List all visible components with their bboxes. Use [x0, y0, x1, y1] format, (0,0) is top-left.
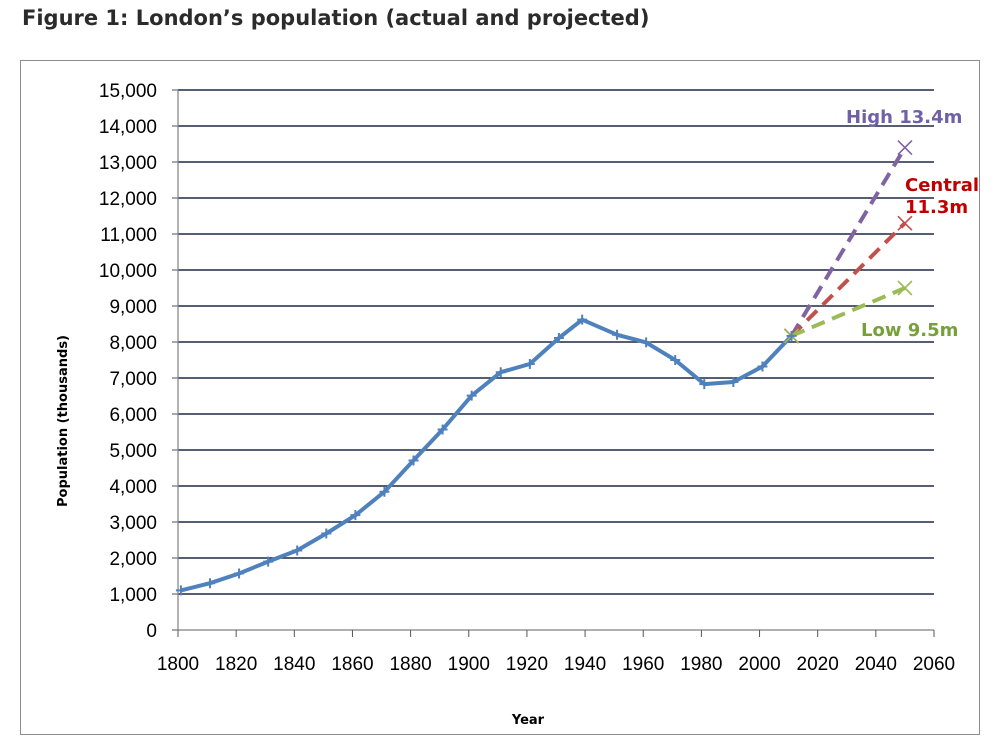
x-tick-labels: 1800 1820 1840 1860 1880 1900 1920 1940 1960 1980…: [157, 654, 955, 675]
y-tick-label: 15,000: [99, 81, 157, 102]
x-tick-label: 2040: [855, 654, 897, 675]
data-point-marker: [234, 568, 245, 579]
data-point-marker: [263, 556, 274, 567]
y-tick-label: 2,000: [109, 549, 157, 570]
data-point-marker: [524, 358, 535, 369]
markers: [175, 140, 913, 596]
data-point-marker: [612, 329, 623, 340]
x-tick-label: 1860: [331, 654, 373, 675]
y-axis-title: Population (thousands): [56, 335, 71, 507]
projection-line-high: [789, 146, 907, 337]
data-point-marker: [786, 330, 797, 341]
x-tick-label: 2000: [738, 654, 780, 675]
x-tick-label: 1880: [389, 654, 431, 675]
data-point-marker: [321, 528, 332, 539]
x-tick-label: 2060: [913, 654, 955, 675]
data-point-marker: [641, 337, 652, 348]
data-point-marker: [379, 486, 390, 497]
y-tick-label: 11,000: [100, 225, 157, 246]
annotation-line: High 13.4m: [846, 107, 962, 128]
projection-end-marker: [897, 280, 913, 296]
x-tick-label: 1800: [157, 654, 199, 675]
y-tick-label: 0: [146, 621, 157, 642]
y-tick-label: 3,000: [109, 513, 157, 534]
line-chart: 0 1,000 2,000 3,000 4,000 5,000 6,000 7,000 8,00…: [56, 81, 979, 728]
x-tick-label: 1820: [215, 654, 257, 675]
annotation-line: Low 9.5m: [861, 320, 958, 341]
x-tick-label: 1980: [680, 654, 722, 675]
data-point-marker: [437, 424, 448, 435]
y-tick-label: 9,000: [109, 297, 157, 318]
data-point-marker: [350, 510, 361, 521]
data-point-marker: [757, 361, 768, 372]
x-tick-label: 1960: [622, 654, 664, 675]
y-tick-label: 10,000: [99, 261, 157, 282]
projection-end-marker: [897, 140, 913, 156]
chart-frame: 0 1,000 2,000 3,000 4,000 5,000 6,000 7,000 8,00…: [20, 60, 980, 735]
y-tick-label: 6,000: [109, 405, 157, 426]
axes: [172, 89, 935, 637]
x-tick-label: 1900: [448, 654, 490, 675]
data-point-marker: [553, 333, 564, 344]
data-point-marker: [495, 367, 506, 378]
figure-title: Figure 1: London’s population (actual an…: [22, 6, 650, 30]
data-point-marker: [408, 455, 419, 466]
data-point-marker: [577, 314, 588, 325]
y-tick-label: 14,000: [99, 117, 157, 138]
x-tick-label: 1920: [506, 654, 548, 675]
data-point-marker: [670, 355, 681, 365]
y-tick-label: 5,000: [109, 441, 157, 462]
annotations: High 13.4m Central 11.3m Low 9.5m: [846, 107, 979, 341]
y-tick-label: 4,000: [109, 477, 157, 498]
x-tick-label: 1840: [273, 654, 315, 675]
projection-annotation: Low 9.5m: [861, 320, 958, 341]
data-point-marker: [175, 585, 186, 596]
series: [180, 146, 907, 593]
projection-end-marker: [897, 215, 913, 231]
projection-annotation: High 13.4m: [846, 107, 962, 128]
projection-annotation: Central 11.3m: [905, 175, 979, 218]
data-point-marker: [728, 376, 739, 387]
y-tick-labels: 0 1,000 2,000 3,000 4,000 5,000 6,000 7,000 8,00…: [99, 81, 157, 642]
data-point-marker: [699, 379, 710, 390]
data-point-marker: [204, 578, 215, 589]
x-tick-label: 1940: [564, 654, 606, 675]
gridlines: [178, 89, 934, 595]
annotation-line: 11.3m: [905, 197, 968, 218]
y-tick-label: 7,000: [109, 369, 157, 390]
y-tick-label: 13,000: [99, 153, 157, 174]
data-point-marker: [292, 545, 303, 556]
actual-population-line: [180, 317, 793, 593]
x-tick-label: 2020: [797, 654, 839, 675]
data-point-marker: [466, 390, 477, 401]
annotation-line: Central: [905, 175, 979, 196]
y-tick-label: 12,000: [99, 189, 157, 210]
y-tick-label: 8,000: [109, 333, 157, 354]
projection-line-central: [790, 221, 907, 338]
x-axis-title: Year: [511, 713, 545, 728]
y-tick-label: 1,000: [109, 585, 157, 606]
